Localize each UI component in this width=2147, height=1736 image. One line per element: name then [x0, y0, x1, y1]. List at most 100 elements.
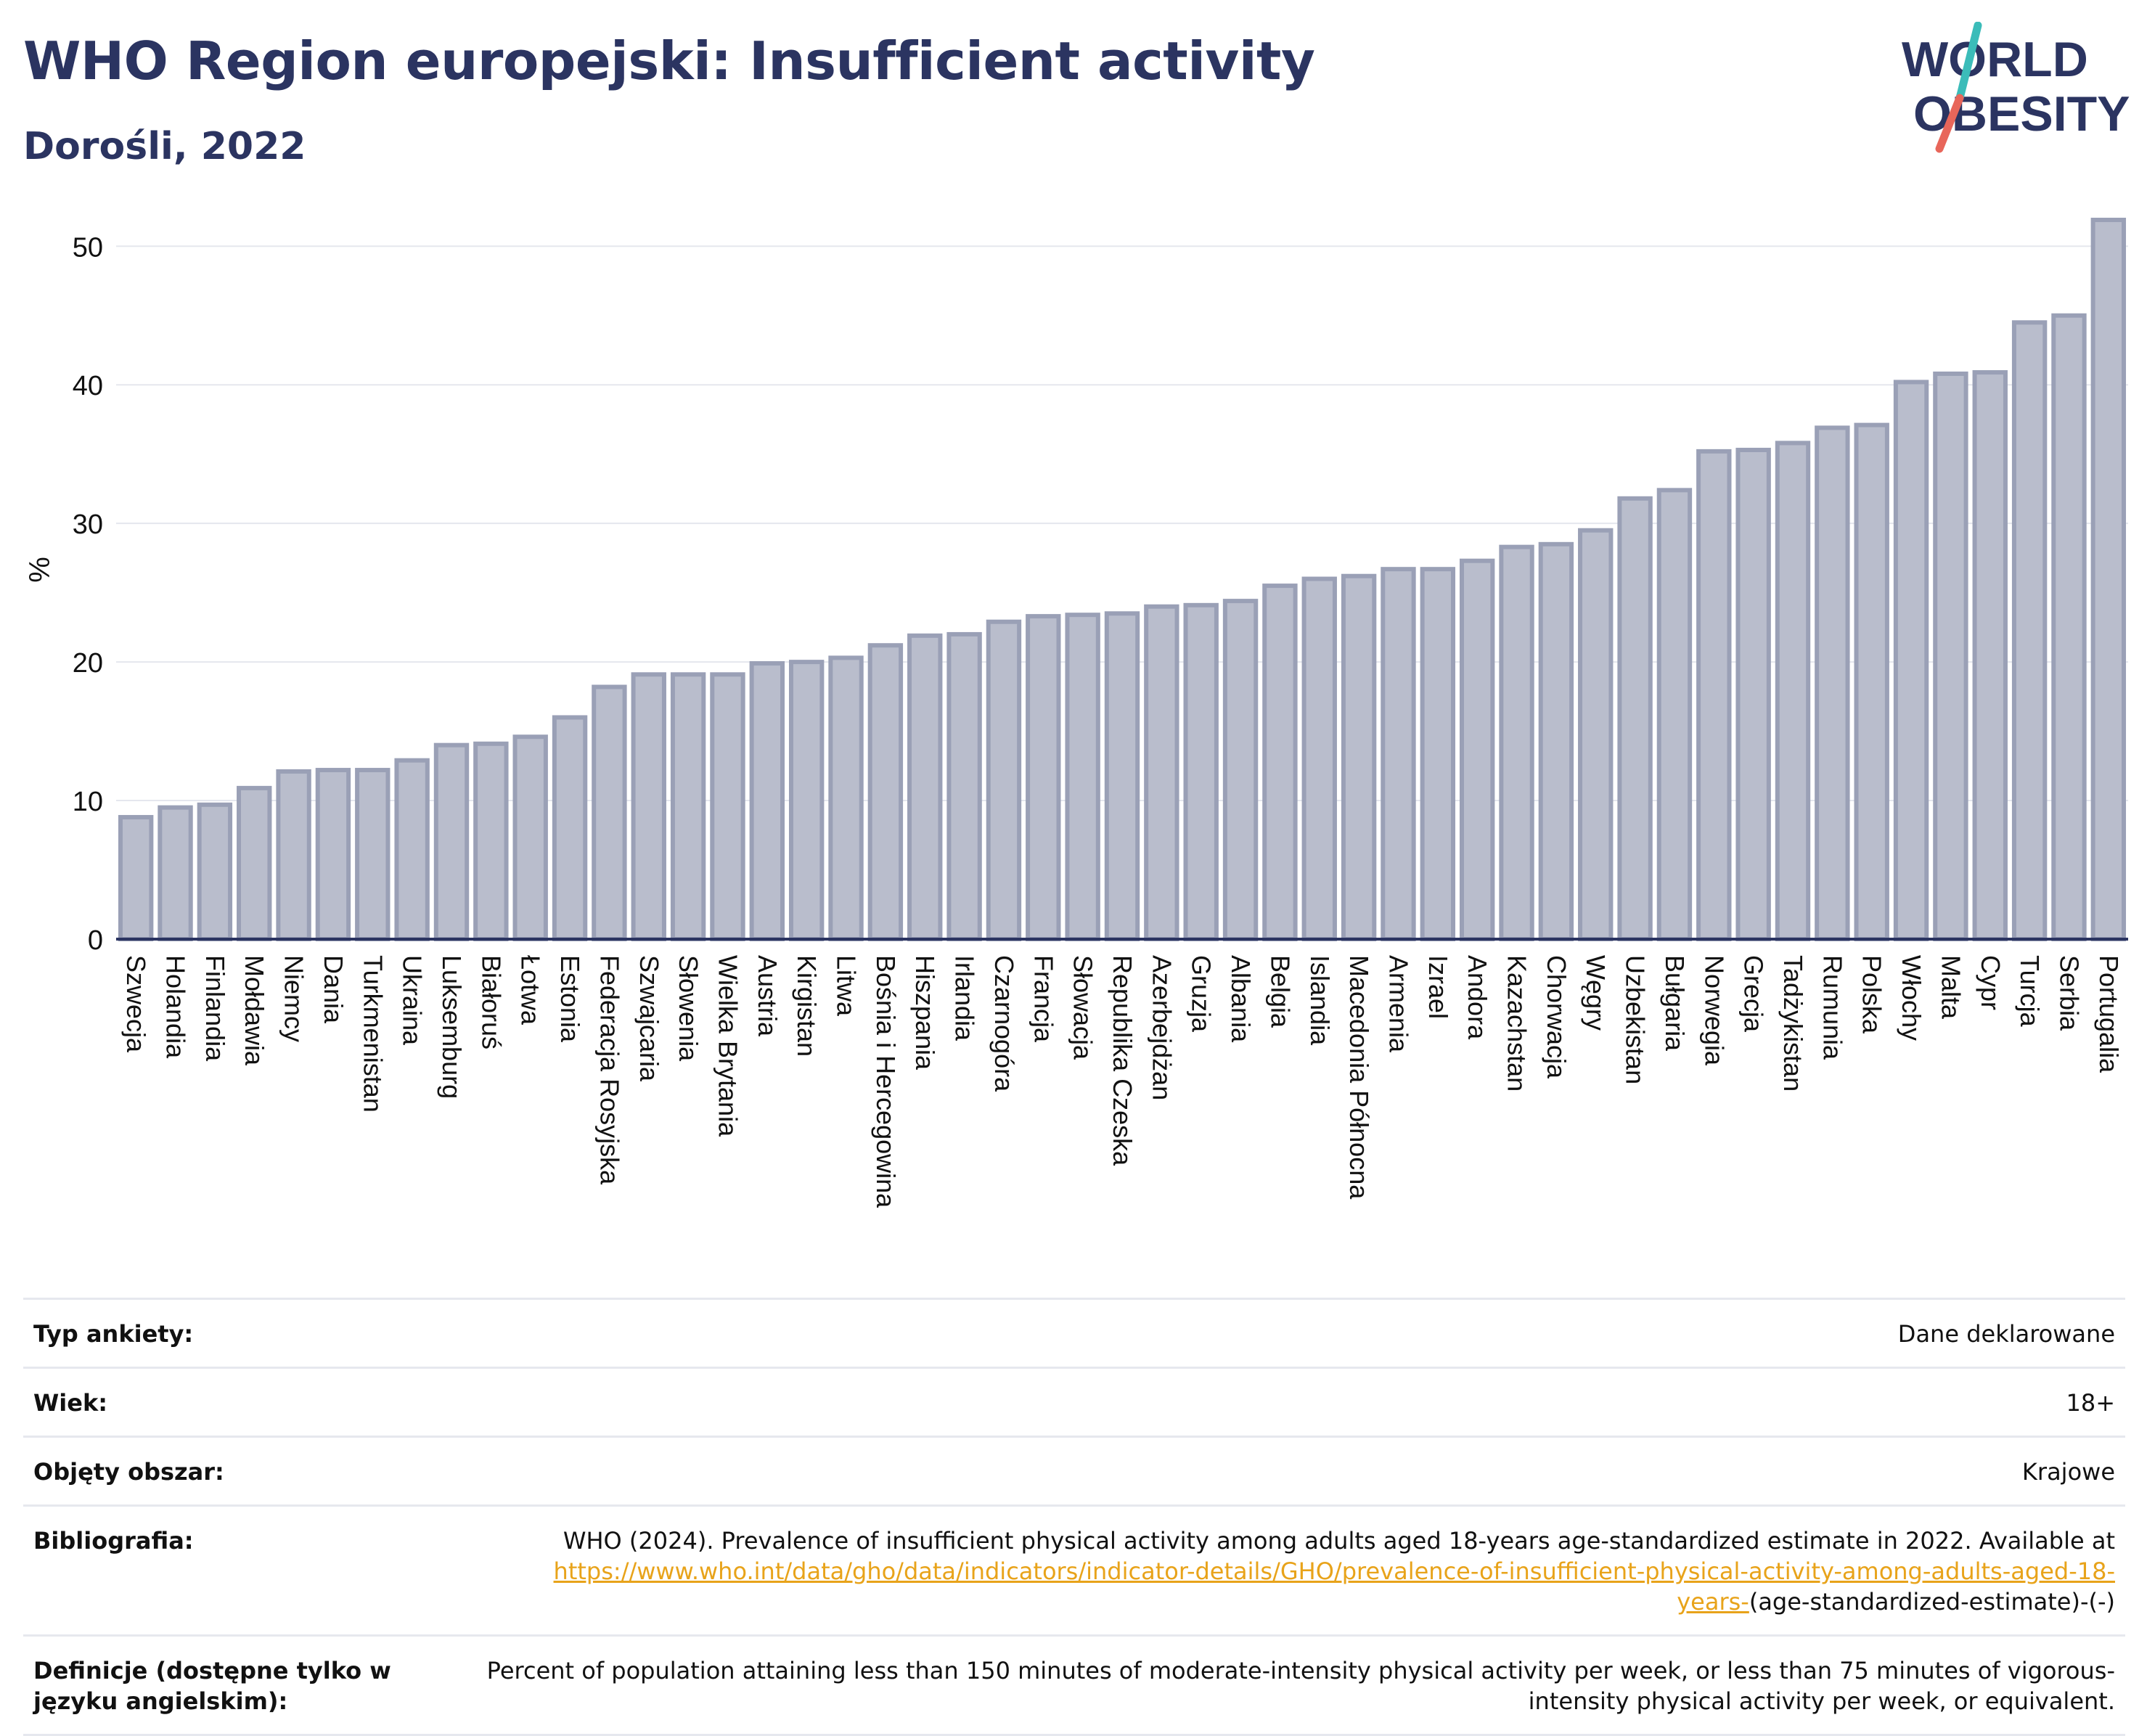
y-tick-label: 30: [73, 509, 103, 540]
bar: [986, 619, 1022, 941]
x-tick-label: Gruzja: [1187, 955, 1216, 1033]
world-obesity-logo: WORLD OBESITY: [1902, 22, 2130, 153]
bar: [433, 742, 470, 941]
bar: [1144, 604, 1179, 941]
x-tick-label: Bułgaria: [1660, 955, 1690, 1052]
x-tick-label: Rumunia: [1817, 955, 1847, 1060]
bar: [946, 631, 982, 941]
bar: [1735, 447, 1771, 941]
x-tick-label: Federacja Rosyjska: [594, 955, 624, 1185]
x-tick-label: Austria: [753, 955, 782, 1037]
x-tick-label: Belgia: [1265, 955, 1295, 1028]
y-axis-label: %: [24, 557, 56, 583]
definitions-row: Definicje (dostępne tylko w języku angie…: [23, 1634, 2125, 1736]
bar: [1301, 576, 1337, 941]
bibliography-suffix: (age-standardized-estimate)-(-): [1749, 1588, 2115, 1616]
x-tick-label: Szwecja: [121, 955, 151, 1053]
x-tick-label: Wielka Brytania: [713, 955, 743, 1137]
bar: [1933, 371, 1968, 941]
bar: [1459, 558, 1495, 941]
bar: [907, 633, 943, 942]
x-tick-label: Andora: [1463, 955, 1492, 1040]
y-tick-label: 10: [73, 787, 103, 817]
bar: [1972, 370, 2008, 941]
bibliography-row: Bibliografia: WHO (2024). Prevalence of …: [23, 1504, 2125, 1634]
area-label: Objęty obszar:: [33, 1458, 224, 1486]
chart-title: WHO Region europejski: Insufficient acti…: [23, 30, 1315, 91]
bar: [1656, 488, 1693, 941]
x-tick-label: Finlandia: [200, 955, 230, 1062]
x-tick-label: Włochy: [1897, 955, 1926, 1041]
bar: [1696, 449, 1732, 941]
bibliography-link[interactable]: https://www.who.int/data/gho/data/indica…: [553, 1557, 2115, 1616]
bibliography-text: WHO (2024). Prevalence of insufficient p…: [563, 1527, 2115, 1555]
bar: [631, 672, 666, 941]
x-tick-label: Malta: [1936, 955, 1966, 1020]
bar: [1183, 602, 1219, 941]
logo-slash-bottom: [1935, 94, 1964, 153]
bar: [197, 802, 233, 941]
x-tick-label: Islandia: [1305, 955, 1335, 1046]
age-row: Wiek: 18+: [23, 1367, 2125, 1436]
x-tick-label: Kirgistan: [792, 955, 822, 1057]
x-tick-label: Kazachstan: [1502, 955, 1532, 1092]
survey-type-label: Typ ankiety:: [33, 1320, 194, 1348]
x-tick-label: Armenia: [1383, 955, 1413, 1053]
x-tick-label: Izrael: [1423, 955, 1453, 1019]
x-tick-label: Polska: [1857, 955, 1887, 1034]
x-tick-label: Francja: [1028, 955, 1058, 1043]
y-tick-label: 50: [73, 232, 103, 263]
x-tick-label: Słowacja: [1068, 955, 1098, 1060]
bar: [710, 672, 745, 941]
x-tick-label: Węgry: [1581, 955, 1611, 1031]
y-tick-label: 0: [88, 925, 103, 956]
x-tick-label: Litwa: [832, 955, 862, 1017]
bar: [1815, 425, 1850, 941]
age-label: Wiek:: [33, 1389, 108, 1417]
survey-type-row: Typ ankiety: Dane deklarowane: [23, 1298, 2125, 1367]
bar: [867, 643, 904, 941]
x-tick-label: Turkmenistan: [358, 955, 388, 1113]
x-tick-label: Turcja: [2015, 955, 2045, 1028]
area-value: Krajowe: [2021, 1458, 2115, 1486]
bar: [1341, 573, 1377, 941]
bibliography-label: Bibliografia:: [33, 1527, 194, 1555]
x-tick-label: Holandia: [161, 955, 191, 1059]
bar: [1222, 599, 1259, 941]
bar: [1065, 613, 1100, 941]
bar: [276, 769, 311, 941]
bar: [158, 805, 193, 941]
bar: [2051, 313, 2087, 942]
bar: [1499, 544, 1534, 941]
x-tick-label: Ukraina: [398, 955, 428, 1046]
bar: [1617, 496, 1653, 941]
x-tick-label: Tadżykistan: [1778, 955, 1808, 1092]
x-tick-label: Portugalia: [2094, 955, 2124, 1073]
x-tick-label: Republika Czeska: [1108, 955, 1137, 1166]
area-row: Objęty obszar: Krajowe: [23, 1436, 2125, 1504]
bar: [1381, 567, 1416, 942]
x-tick-labels: Szwecja Holandia Finlandia Mołdawia Niemcy Da…: [121, 955, 2124, 1208]
x-tick-label: Cypr: [1976, 955, 2005, 1010]
logo-slash-top: [1955, 22, 1982, 102]
x-tick-label: Macedonia Północna: [1344, 955, 1374, 1200]
x-tick-label: Chorwacja: [1542, 955, 1571, 1079]
bar: [1854, 422, 1889, 941]
age-value: 18+: [2066, 1389, 2115, 1417]
x-tick-label: Grecja: [1739, 955, 1769, 1033]
bar: [1775, 441, 1811, 941]
y-tick-label: 40: [73, 371, 103, 401]
y-tick-label: 20: [73, 648, 103, 679]
bar: [473, 741, 509, 941]
x-tick-label: Słowenia: [674, 955, 703, 1062]
bar: [237, 785, 272, 941]
x-tick-label: Czarnogóra: [989, 955, 1019, 1092]
x-tick-label: Albania: [1226, 955, 1256, 1043]
bar: [2090, 218, 2127, 941]
survey-type-value: Dane deklarowane: [1897, 1320, 2115, 1348]
bar: [1104, 611, 1140, 941]
x-tick-label: Azerbejdżan: [1147, 955, 1177, 1100]
bar: [1420, 567, 1456, 942]
bar-chart: 0 10 20 30 40 50 Szwecja Holandia Finlandia Mołd…: [24, 218, 2128, 1208]
bar: [355, 768, 390, 942]
